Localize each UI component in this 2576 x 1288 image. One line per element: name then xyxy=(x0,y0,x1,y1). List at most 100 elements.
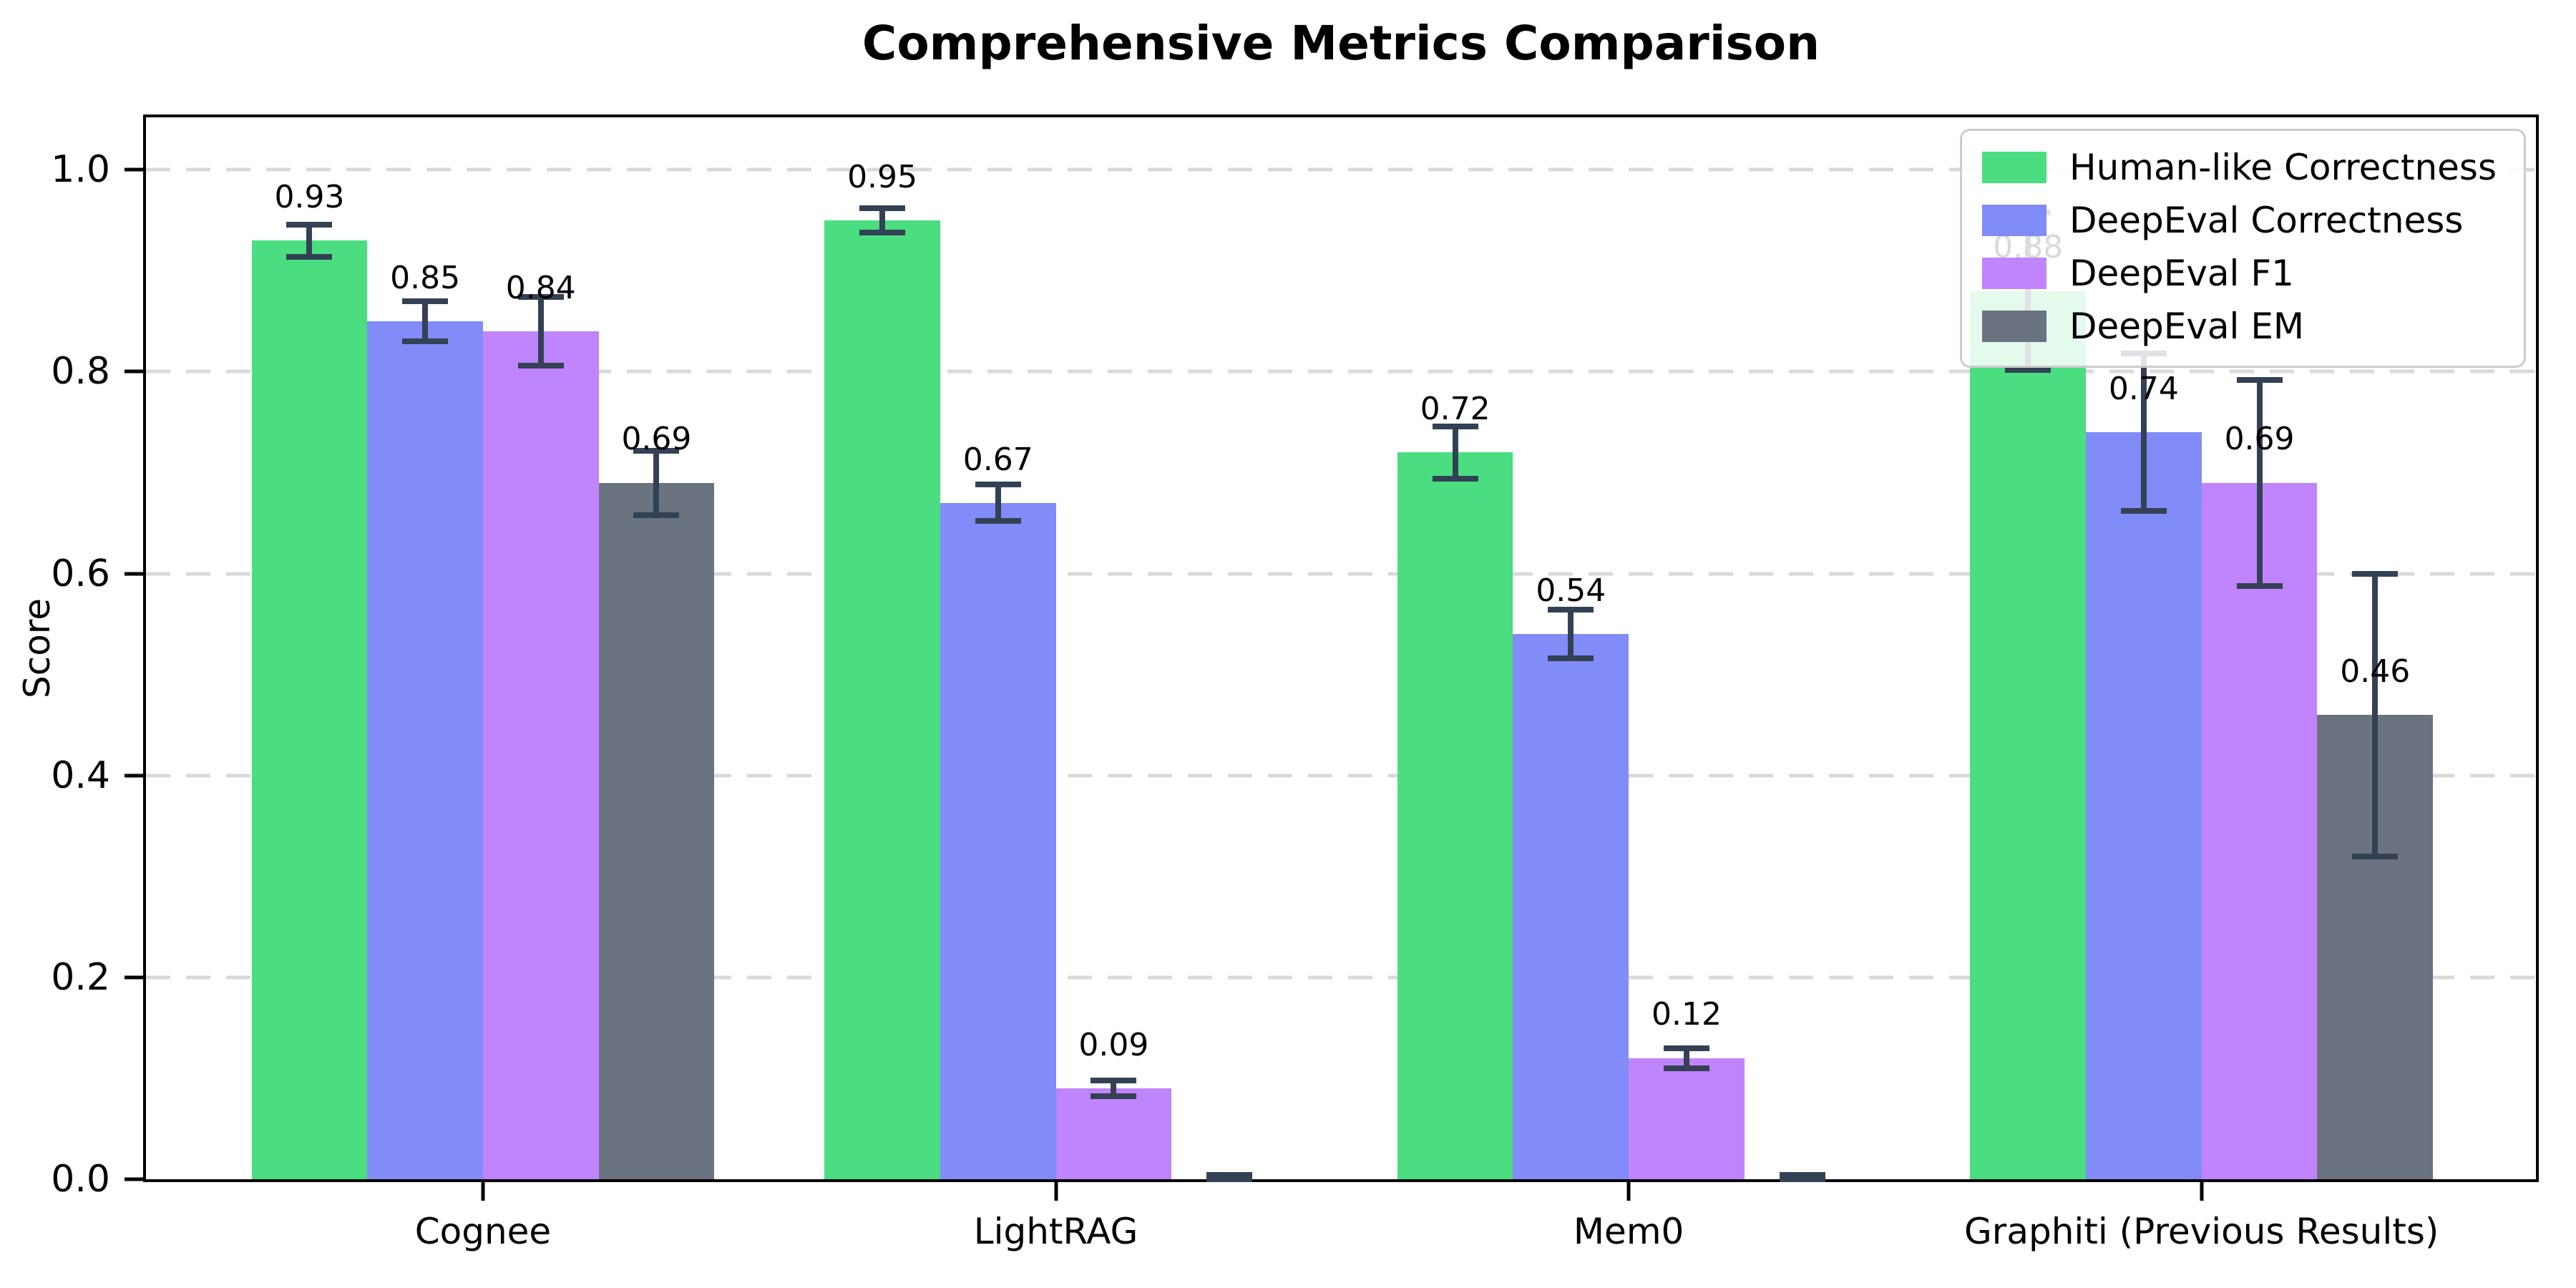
legend-label: DeepEval Correctness xyxy=(2069,200,2464,241)
bar-value-label: 0.69 xyxy=(2224,421,2295,458)
error-bar-cap xyxy=(1091,1077,1137,1083)
bar-cognee-deepeval-correctness xyxy=(367,321,483,1179)
error-bar-line xyxy=(2372,573,2379,857)
legend-item-deepeval-em: DeepEval EM xyxy=(1981,306,2497,347)
error-bar-cap xyxy=(859,229,906,235)
legend-item-deepeval-correctness: DeepEval Correctness xyxy=(1981,200,2497,241)
legend-swatch xyxy=(1981,205,2046,236)
error-bar-cap xyxy=(859,205,906,211)
error-bar-cap xyxy=(633,447,680,454)
chart-title: Comprehensive Metrics Comparison xyxy=(862,16,1820,71)
y-axis-tick xyxy=(125,975,143,980)
y-axis-tick xyxy=(125,774,143,778)
legend: Human-like Correctness DeepEval Correctne… xyxy=(1959,129,2526,368)
error-bar-cap xyxy=(1206,1176,1253,1182)
y-axis-tick xyxy=(125,572,143,576)
bar-mem0-human-like-correctness xyxy=(1397,452,1513,1179)
error-bar-line xyxy=(995,484,1001,522)
error-bar-line xyxy=(653,450,660,515)
legend-swatch xyxy=(1981,258,2046,289)
bar-value-label: 0.54 xyxy=(1536,572,1606,609)
bar-value-label: 0.85 xyxy=(390,259,461,296)
error-bar-cap xyxy=(1663,1045,1709,1051)
legend-label: Human-like Correctness xyxy=(2069,147,2497,188)
bar-mem0-deepeval-f1 xyxy=(1629,1058,1745,1179)
error-bar-cap xyxy=(2352,853,2399,859)
error-bar-line xyxy=(422,301,429,342)
x-axis-tick-label-lightrag: LightRAG xyxy=(973,1211,1138,1252)
bar-cognee-deepeval-em xyxy=(598,482,715,1179)
bar-value-label: 0.46 xyxy=(2340,653,2411,690)
y-axis-label: Score xyxy=(16,597,58,699)
error-bar-line xyxy=(2256,379,2263,586)
bar-cognee-human-like-correctness xyxy=(251,240,368,1179)
x-axis-tick xyxy=(1626,1182,1631,1201)
bar-value-label: 0.69 xyxy=(621,421,692,458)
error-bar-line xyxy=(537,297,544,366)
x-axis-tick-label-graphiti-previous-results: Graphiti (Previous Results) xyxy=(1964,1211,2439,1252)
error-bar-cap xyxy=(2005,366,2051,373)
error-bar-line xyxy=(1683,1048,1689,1068)
legend-label: DeepEval EM xyxy=(2069,306,2305,347)
y-axis-tick-label: 0.6 xyxy=(51,552,110,595)
y-axis-tick-label: 1.0 xyxy=(51,148,110,192)
error-bar-cap xyxy=(633,512,680,518)
error-bar-cap xyxy=(1432,423,1478,429)
error-bar-line xyxy=(1452,426,1458,479)
legend-label: DeepEval F1 xyxy=(2069,253,2294,294)
error-bar-cap xyxy=(2236,376,2283,383)
y-axis-tick xyxy=(125,369,143,374)
error-bar-cap xyxy=(1779,1172,1825,1179)
bar-lightrag-human-like-correctness xyxy=(824,220,940,1179)
bar-cognee-deepeval-f1 xyxy=(482,331,599,1179)
y-axis-tick xyxy=(125,1177,143,1181)
gridline xyxy=(146,975,2536,980)
error-bar-cap xyxy=(975,518,1021,525)
x-axis-tick-label-cognee: Cognee xyxy=(414,1211,552,1252)
bar-value-label: 0.09 xyxy=(1078,1026,1149,1063)
bar-graphiti-previous-results-human-like-correctness xyxy=(1970,291,2087,1179)
error-bar-line xyxy=(1111,1080,1117,1097)
error-bar-cap xyxy=(1779,1176,1825,1182)
error-bar-cap xyxy=(1432,476,1478,482)
plot-area: Human-like Correctness DeepEval Correctne… xyxy=(51,114,2539,1252)
error-bar-cap xyxy=(1548,655,1594,662)
gridline xyxy=(146,369,2536,374)
error-bar-cap xyxy=(517,363,564,369)
error-bar-line xyxy=(879,208,886,233)
bar-graphiti-previous-results-deepeval-f1 xyxy=(2201,482,2318,1179)
error-bar-cap xyxy=(286,221,333,228)
error-bar-cap xyxy=(286,253,333,260)
error-bar-cap xyxy=(1663,1065,1709,1071)
error-bar-cap xyxy=(2352,570,2399,577)
bar-lightrag-deepeval-correctness xyxy=(940,502,1056,1179)
error-bar-cap xyxy=(1091,1093,1137,1100)
legend-item-deepeval-f1: DeepEval F1 xyxy=(1981,253,2497,294)
gridline xyxy=(146,572,2536,576)
error-bar-cap xyxy=(1206,1172,1253,1179)
error-bar-cap xyxy=(975,482,1021,488)
bar-value-label: 0.74 xyxy=(2108,370,2179,407)
x-axis-tick xyxy=(2200,1182,2204,1201)
x-axis-tick xyxy=(1054,1182,1058,1201)
y-axis-tick-label: 0.2 xyxy=(51,955,110,999)
error-bar-cap xyxy=(402,298,449,304)
y-axis-tick-label: 0.8 xyxy=(51,350,110,394)
error-bar-cap xyxy=(402,338,449,345)
x-axis-tick xyxy=(481,1182,485,1201)
error-bar-cap xyxy=(2236,582,2283,589)
bar-value-label: 0.72 xyxy=(1420,391,1491,428)
legend-swatch xyxy=(1981,311,2046,342)
y-axis-tick-label: 0.0 xyxy=(51,1158,110,1201)
bar-graphiti-previous-results-deepeval-correctness xyxy=(2086,432,2202,1179)
error-bar-line xyxy=(306,224,313,257)
y-axis-tick-label: 0.4 xyxy=(51,753,110,797)
x-axis-tick-label-mem0: Mem0 xyxy=(1573,1211,1684,1252)
y-axis-tick xyxy=(125,167,143,172)
error-bar-cap xyxy=(1548,607,1594,613)
error-bar-cap xyxy=(517,294,564,301)
error-bar-line xyxy=(1568,610,1574,659)
error-bar-cap xyxy=(2120,508,2167,514)
bar-value-label: 0.95 xyxy=(847,158,918,195)
